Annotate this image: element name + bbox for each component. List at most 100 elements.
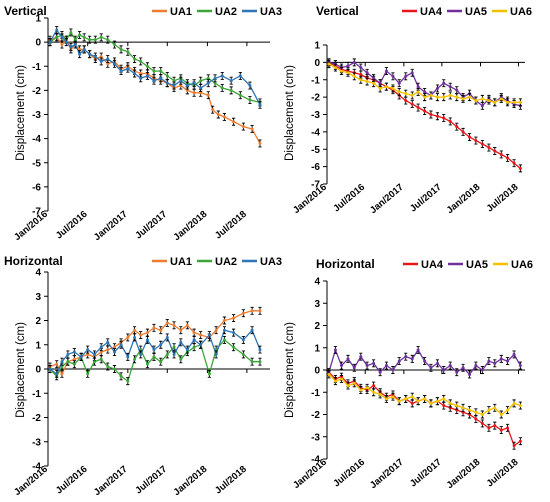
data-point	[480, 421, 484, 425]
data-point	[229, 79, 233, 83]
data-point	[258, 141, 262, 145]
data-point	[48, 40, 52, 44]
data-point	[493, 424, 497, 428]
data-point	[152, 355, 156, 359]
data-point	[106, 57, 110, 61]
data-point	[232, 331, 236, 335]
data-point	[410, 395, 414, 399]
data-point	[60, 43, 64, 47]
y-tick-label: 3	[314, 299, 320, 310]
y-tick-label: 0	[314, 366, 320, 377]
series-UA6	[327, 370, 522, 419]
data-point	[179, 328, 183, 332]
data-point	[397, 90, 401, 94]
data-point	[339, 69, 343, 73]
y-tick-label: 2	[35, 316, 41, 327]
data-point	[435, 399, 439, 403]
data-point	[327, 372, 331, 376]
data-point	[410, 357, 414, 361]
data-point	[145, 338, 149, 342]
data-point	[232, 316, 236, 320]
data-point	[372, 76, 376, 80]
data-point	[73, 43, 77, 47]
data-point	[435, 86, 439, 90]
x-tick-label: Jul/2017	[133, 209, 169, 242]
data-point	[416, 348, 420, 352]
data-point	[455, 88, 459, 92]
data-point	[384, 85, 388, 89]
data-point	[222, 328, 226, 332]
data-point	[93, 38, 97, 42]
data-point	[506, 359, 510, 363]
y-tick-label: 0	[35, 365, 41, 376]
data-point	[487, 146, 491, 150]
data-point	[192, 331, 196, 335]
data-point	[179, 84, 183, 88]
data-point	[493, 406, 497, 410]
data-point	[359, 73, 363, 77]
series-UA2	[48, 28, 262, 107]
data-point	[391, 86, 395, 90]
data-point	[429, 401, 433, 405]
data-point	[339, 377, 343, 381]
data-point	[152, 326, 156, 330]
data-point	[139, 348, 143, 352]
x-tick-label: Jan/2016	[291, 182, 329, 216]
data-point	[442, 397, 446, 401]
data-point	[145, 362, 149, 366]
legend-label: UA6	[510, 6, 532, 18]
x-tick-label: Jul/2017	[408, 457, 444, 490]
data-point	[99, 357, 103, 361]
data-point	[429, 113, 433, 116]
data-point	[455, 125, 459, 129]
data-point	[455, 404, 459, 408]
data-point	[518, 364, 522, 368]
y-tick-label: -5	[32, 158, 41, 169]
data-point	[512, 100, 516, 104]
data-point	[119, 47, 123, 51]
data-point	[241, 352, 245, 356]
data-point	[410, 93, 414, 97]
data-point	[66, 360, 70, 364]
data-point	[206, 81, 210, 85]
data-point	[455, 370, 459, 374]
data-point	[480, 413, 484, 416]
data-point	[423, 359, 427, 363]
data-point	[397, 359, 401, 363]
data-point	[72, 357, 76, 361]
data-point	[172, 345, 176, 349]
data-point	[404, 92, 408, 96]
data-point	[250, 328, 254, 332]
data-point	[145, 331, 149, 335]
data-point	[359, 66, 363, 70]
series-UA1	[48, 306, 262, 378]
data-point	[359, 355, 363, 359]
y-tick-label: -7	[311, 180, 320, 191]
data-point	[179, 340, 183, 344]
data-point	[506, 408, 510, 412]
data-point	[429, 93, 433, 97]
data-point	[172, 84, 176, 88]
data-point	[222, 338, 226, 342]
data-point	[512, 444, 516, 448]
data-point	[333, 348, 337, 352]
data-point	[199, 79, 203, 83]
data-point	[185, 348, 189, 352]
data-point	[258, 360, 262, 364]
y-axis-label: Displacement (cm)	[15, 322, 27, 418]
data-point	[333, 66, 337, 70]
data-point	[442, 404, 446, 408]
data-point	[206, 76, 210, 80]
data-point	[199, 91, 203, 95]
legend-label: UA2	[215, 256, 237, 268]
data-point	[250, 360, 254, 364]
y-tick-label: -3	[32, 110, 41, 121]
data-point	[119, 374, 123, 378]
y-tick-label: -4	[32, 134, 41, 145]
data-point	[404, 397, 408, 401]
legend-label: UA4	[420, 6, 443, 18]
x-tick-label: Jan/2016	[291, 457, 329, 491]
y-tick-label: -3	[311, 110, 320, 121]
data-point	[512, 352, 516, 356]
